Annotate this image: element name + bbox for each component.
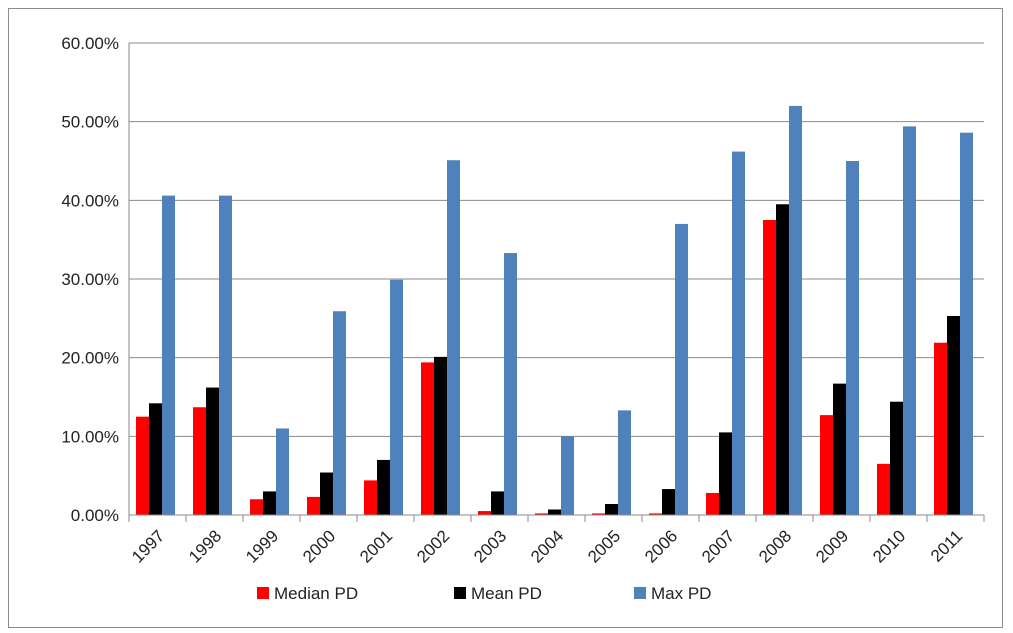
x-tick-label: 2009 [812, 526, 852, 566]
x-tick-label: 2011 [927, 526, 966, 565]
bar-max-pd [276, 428, 289, 515]
bar-median-pd [421, 362, 434, 515]
y-tick-label: 30.00% [61, 270, 119, 289]
x-tick-label: 2008 [755, 526, 795, 566]
bar-median-pd [934, 342, 947, 515]
y-tick-labels: 0.00% 10.00% 20.00% 30.00% 40.00% 50.00% 60.00… [61, 34, 119, 525]
bar-mean-pd [377, 459, 390, 515]
bar-mean-pd [776, 204, 789, 515]
bar-max-pd [903, 126, 916, 516]
legend: Median PD Mean PD Max PD [257, 584, 711, 603]
bar-max-pd [846, 161, 859, 515]
bar-max-pd [789, 105, 802, 515]
y-tick-label: 0.00% [71, 506, 119, 525]
bar-max-pd [504, 253, 517, 516]
legend-swatch [634, 587, 646, 599]
x-tick-label: 1998 [185, 526, 225, 566]
bar-median-pd [706, 492, 719, 515]
bar-mean-pd [263, 491, 276, 515]
legend-item: Mean PD [454, 584, 542, 603]
bar-median-pd [307, 496, 320, 515]
x-tick-label: 2007 [698, 526, 738, 566]
x-tick-label: 2002 [413, 526, 453, 566]
bar-median-pd [250, 499, 263, 515]
bar-max-pd [219, 195, 232, 515]
x-tick-label: 1999 [242, 526, 282, 566]
bar-max-pd [561, 436, 574, 515]
bar-median-pd [877, 463, 890, 515]
bar-mean-pd [548, 509, 561, 515]
bar-median-pd [592, 513, 605, 515]
bar-max-pd [333, 311, 346, 515]
y-tick-label: 50.00% [61, 113, 119, 132]
bar-chart: 0.00% 10.00% 20.00% 30.00% 40.00% 50.00% 60.00… [61, 34, 985, 603]
legend-swatch [454, 587, 466, 599]
legend-label: Median PD [274, 584, 358, 603]
x-tick-label: 2005 [584, 526, 624, 566]
bar-mean-pd [890, 401, 903, 515]
bar-max-pd [675, 223, 688, 515]
x-tick-label: 2006 [641, 526, 681, 566]
x-tick-labels: 1997 1998 1999 2000 2001 2002 2003 2004 2005 2006… [128, 526, 966, 566]
x-tick-label: 2000 [299, 526, 339, 566]
legend-swatch [257, 587, 269, 599]
bar-mean-pd [434, 356, 447, 515]
bars [136, 105, 973, 516]
x-tick-label: 2004 [527, 526, 567, 566]
x-tick-label: 2001 [356, 526, 396, 566]
x-tick-label: 1997 [128, 526, 168, 566]
bar-mean-pd [320, 472, 333, 515]
legend-item: Median PD [257, 584, 358, 603]
legend-label: Max PD [651, 584, 711, 603]
bar-max-pd [162, 195, 175, 515]
bar-mean-pd [947, 315, 960, 515]
bar-mean-pd [833, 383, 846, 515]
bar-median-pd [193, 407, 206, 515]
bar-median-pd [535, 513, 548, 515]
bar-max-pd [960, 132, 973, 515]
bar-median-pd [820, 415, 833, 515]
chart-frame: 0.00% 10.00% 20.00% 30.00% 40.00% 50.00% 60.00… [8, 8, 1003, 628]
x-tick-label: 2010 [869, 526, 909, 566]
bar-mean-pd [719, 432, 732, 515]
bar-mean-pd [149, 403, 162, 515]
axes [128, 43, 985, 522]
bar-max-pd [447, 160, 460, 516]
bar-mean-pd [491, 491, 504, 515]
bar-mean-pd [605, 503, 618, 515]
y-tick-label: 20.00% [61, 349, 119, 368]
bar-median-pd [478, 511, 491, 515]
x-tick-label: 2003 [470, 526, 510, 566]
y-tick-label: 10.00% [61, 427, 119, 446]
y-tick-label: 40.00% [61, 191, 119, 210]
bar-median-pd [364, 480, 377, 515]
bar-max-pd [390, 279, 403, 515]
legend-label: Mean PD [471, 584, 542, 603]
bar-median-pd [136, 416, 149, 515]
y-tick-label: 60.00% [61, 34, 119, 53]
bar-max-pd [732, 151, 745, 515]
bar-median-pd [649, 513, 662, 515]
bar-mean-pd [206, 387, 219, 515]
bar-median-pd [763, 220, 776, 515]
bar-mean-pd [662, 489, 675, 515]
bar-max-pd [618, 410, 631, 515]
legend-item: Max PD [634, 584, 711, 603]
